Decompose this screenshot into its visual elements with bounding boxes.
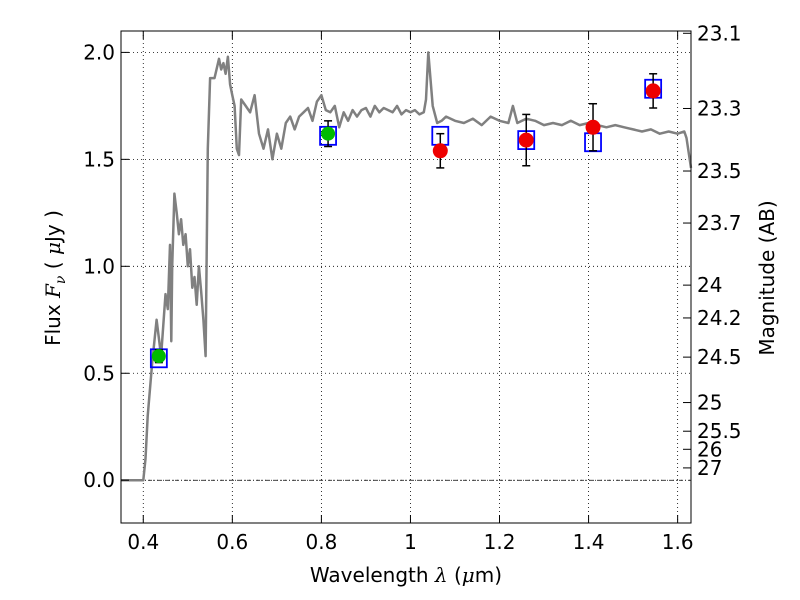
y-tick-label: 2.0 — [83, 40, 115, 64]
x-tick-label: 0.4 — [127, 530, 159, 554]
magnitude-tick-label: 23.1 — [697, 21, 742, 45]
y-tick-label: 0.0 — [83, 468, 115, 492]
y-tick-label: 0.5 — [83, 361, 115, 385]
magnitude-tick-label: 24.5 — [697, 345, 742, 369]
observed-point-red — [518, 132, 534, 148]
magnitude-tick-label: 27 — [697, 456, 722, 480]
observed-point-red — [645, 83, 661, 99]
magnitude-tick-label: 23.3 — [697, 96, 742, 120]
magnitude-tick-label: 25.5 — [697, 419, 742, 443]
y-axis-title: Flux Fν ( μJy ) — [41, 210, 69, 346]
magnitude-tick-label: 24 — [697, 273, 722, 297]
observed-point-green — [151, 349, 166, 364]
x-axis-ticks: 0.4 0.6 0.8 1 1.2 1.4 1.6 — [127, 31, 694, 554]
y-tick-label: 1.0 — [83, 254, 115, 278]
model-spectrum-line — [121, 51, 693, 482]
magnitude-tick-label: 26 — [697, 437, 722, 461]
observed-point-green — [321, 126, 336, 141]
observed-point-red — [585, 119, 601, 135]
x-tick-label: 1.4 — [573, 530, 605, 554]
magnitude-tick-label: 23.5 — [697, 159, 742, 183]
magnitude-axis-title: Magnitude (AB) — [755, 200, 779, 355]
x-tick-label: 0.6 — [216, 530, 248, 554]
x-tick-label: 0.8 — [305, 530, 337, 554]
x-tick-label: 1.2 — [484, 530, 516, 554]
y-tick-label: 1.5 — [83, 147, 115, 171]
y-axis-ticks: 0.0 0.5 1.0 1.5 2.0 — [83, 40, 129, 492]
plot-area — [121, 51, 693, 482]
magnitude-tick-label: 23.7 — [697, 211, 742, 235]
plot-frame — [120, 30, 692, 524]
x-axis-title: Wavelength λ (μm) — [310, 563, 502, 587]
x-tick-label: 1 — [404, 530, 417, 554]
observed-point-red — [432, 143, 448, 159]
magnitude-tick-label: 24.2 — [697, 306, 742, 330]
x-tick-label: 1.6 — [662, 530, 694, 554]
magnitude-tick-label: 25 — [697, 391, 722, 415]
